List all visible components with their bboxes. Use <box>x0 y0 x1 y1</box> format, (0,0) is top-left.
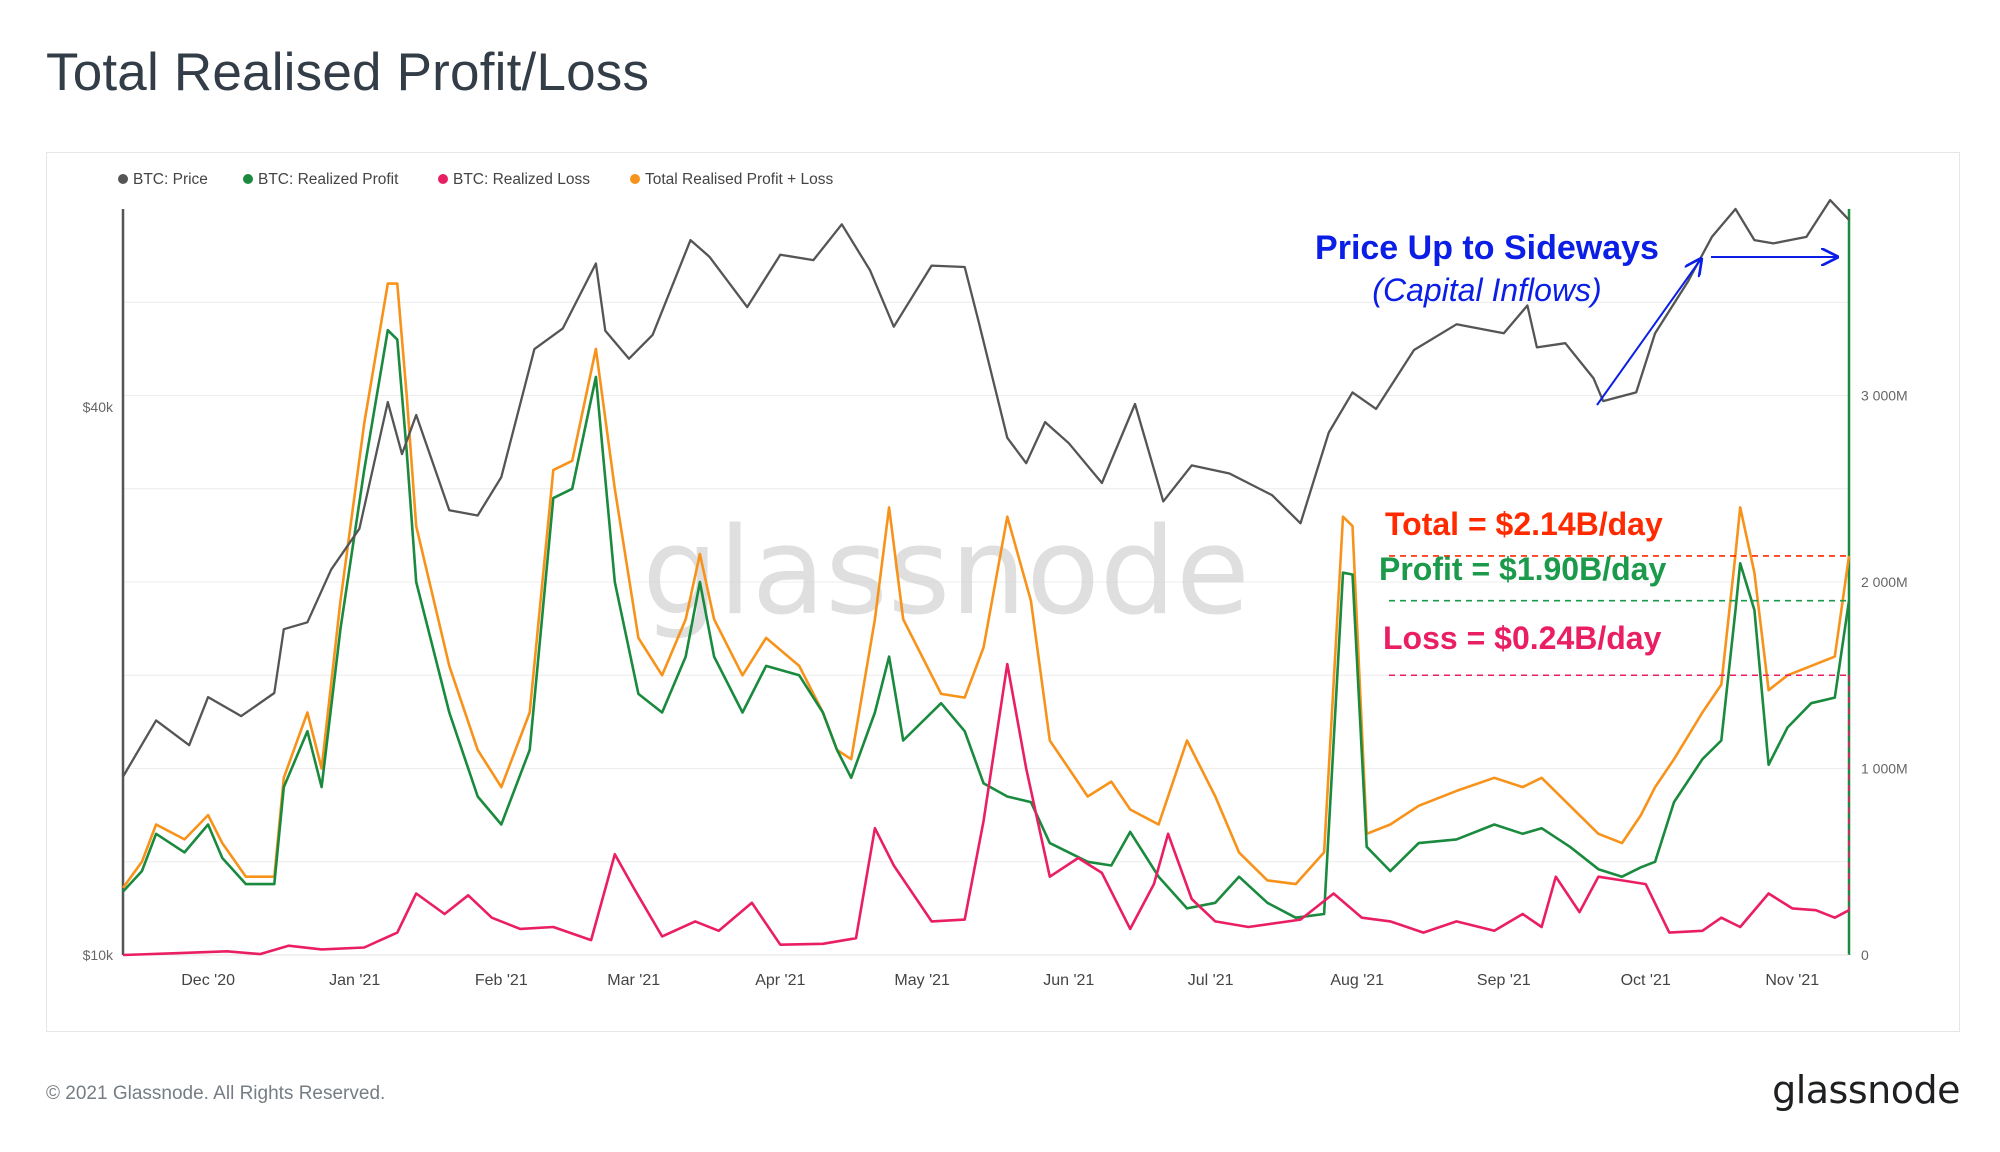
legend-label: BTC: Price <box>133 171 208 188</box>
series-profit-line <box>122 328 1851 920</box>
legend-label: Total Realised Profit + Loss <box>645 171 833 188</box>
left-tick-label: $10k <box>83 947 114 963</box>
series-loss-line <box>122 662 1850 957</box>
legend-marker <box>243 174 253 184</box>
annotation-arrow-diagonal <box>1596 259 1701 406</box>
series-price-line <box>122 198 1850 778</box>
right-tick-label: 0 <box>1861 947 1869 963</box>
annotation-price-title: Price Up to Sideways <box>1315 229 1659 267</box>
x-tick-label: Jul '21 <box>1188 972 1234 989</box>
x-tick-label: Nov '21 <box>1765 972 1819 989</box>
chart-svg: glassnode $10k $40k 0 1 000M 2 000M 3 000M Dec … <box>83 171 1908 989</box>
right-tick-label: 2 000M <box>1861 574 1908 590</box>
annotation-loss-label: Loss = $0.24B/day <box>1383 620 1662 656</box>
legend-marker <box>630 174 640 184</box>
x-tick-label: Jan '21 <box>329 972 380 989</box>
legend-label: BTC: Realized Loss <box>453 171 590 188</box>
footer-copyright: © 2021 Glassnode. All Rights Reserved. <box>46 1083 386 1104</box>
legend-marker <box>438 174 448 184</box>
x-tick-label: Mar '21 <box>607 972 660 989</box>
page-title: Total Realised Profit/Loss <box>46 43 650 102</box>
x-tick-label: Apr '21 <box>755 972 805 989</box>
x-tick-label: Oct '21 <box>1621 972 1671 989</box>
legend-marker <box>118 174 128 184</box>
x-tick-label: Aug '21 <box>1330 972 1384 989</box>
right-tick-label: 1 000M <box>1861 761 1908 777</box>
footer-logo: glassnode <box>1772 1068 1960 1112</box>
x-tick-label: Sep '21 <box>1477 972 1531 989</box>
series-total-line <box>121 282 1851 889</box>
right-tick-label: 3 000M <box>1861 388 1908 404</box>
watermark: glassnode <box>642 503 1250 642</box>
annotation-profit-label: Profit = $1.90B/day <box>1379 551 1666 587</box>
x-tick-label: Feb '21 <box>475 972 528 989</box>
x-tick-label: Jun '21 <box>1043 972 1094 989</box>
x-tick-label: Dec '20 <box>181 972 235 989</box>
legend: BTC: Price BTC: Realized Profit BTC: Reali… <box>118 171 833 188</box>
chart-panel: glassnode $10k $40k 0 1 000M 2 000M 3 000M Dec … <box>46 152 1960 1032</box>
annotation-total-label: Total = $2.14B/day <box>1385 506 1663 542</box>
x-tick-label: May '21 <box>894 972 950 989</box>
left-tick-label: $40k <box>83 399 114 415</box>
annotation-price-subtitle: (Capital Inflows) <box>1372 272 1601 308</box>
legend-label: BTC: Realized Profit <box>258 171 399 188</box>
